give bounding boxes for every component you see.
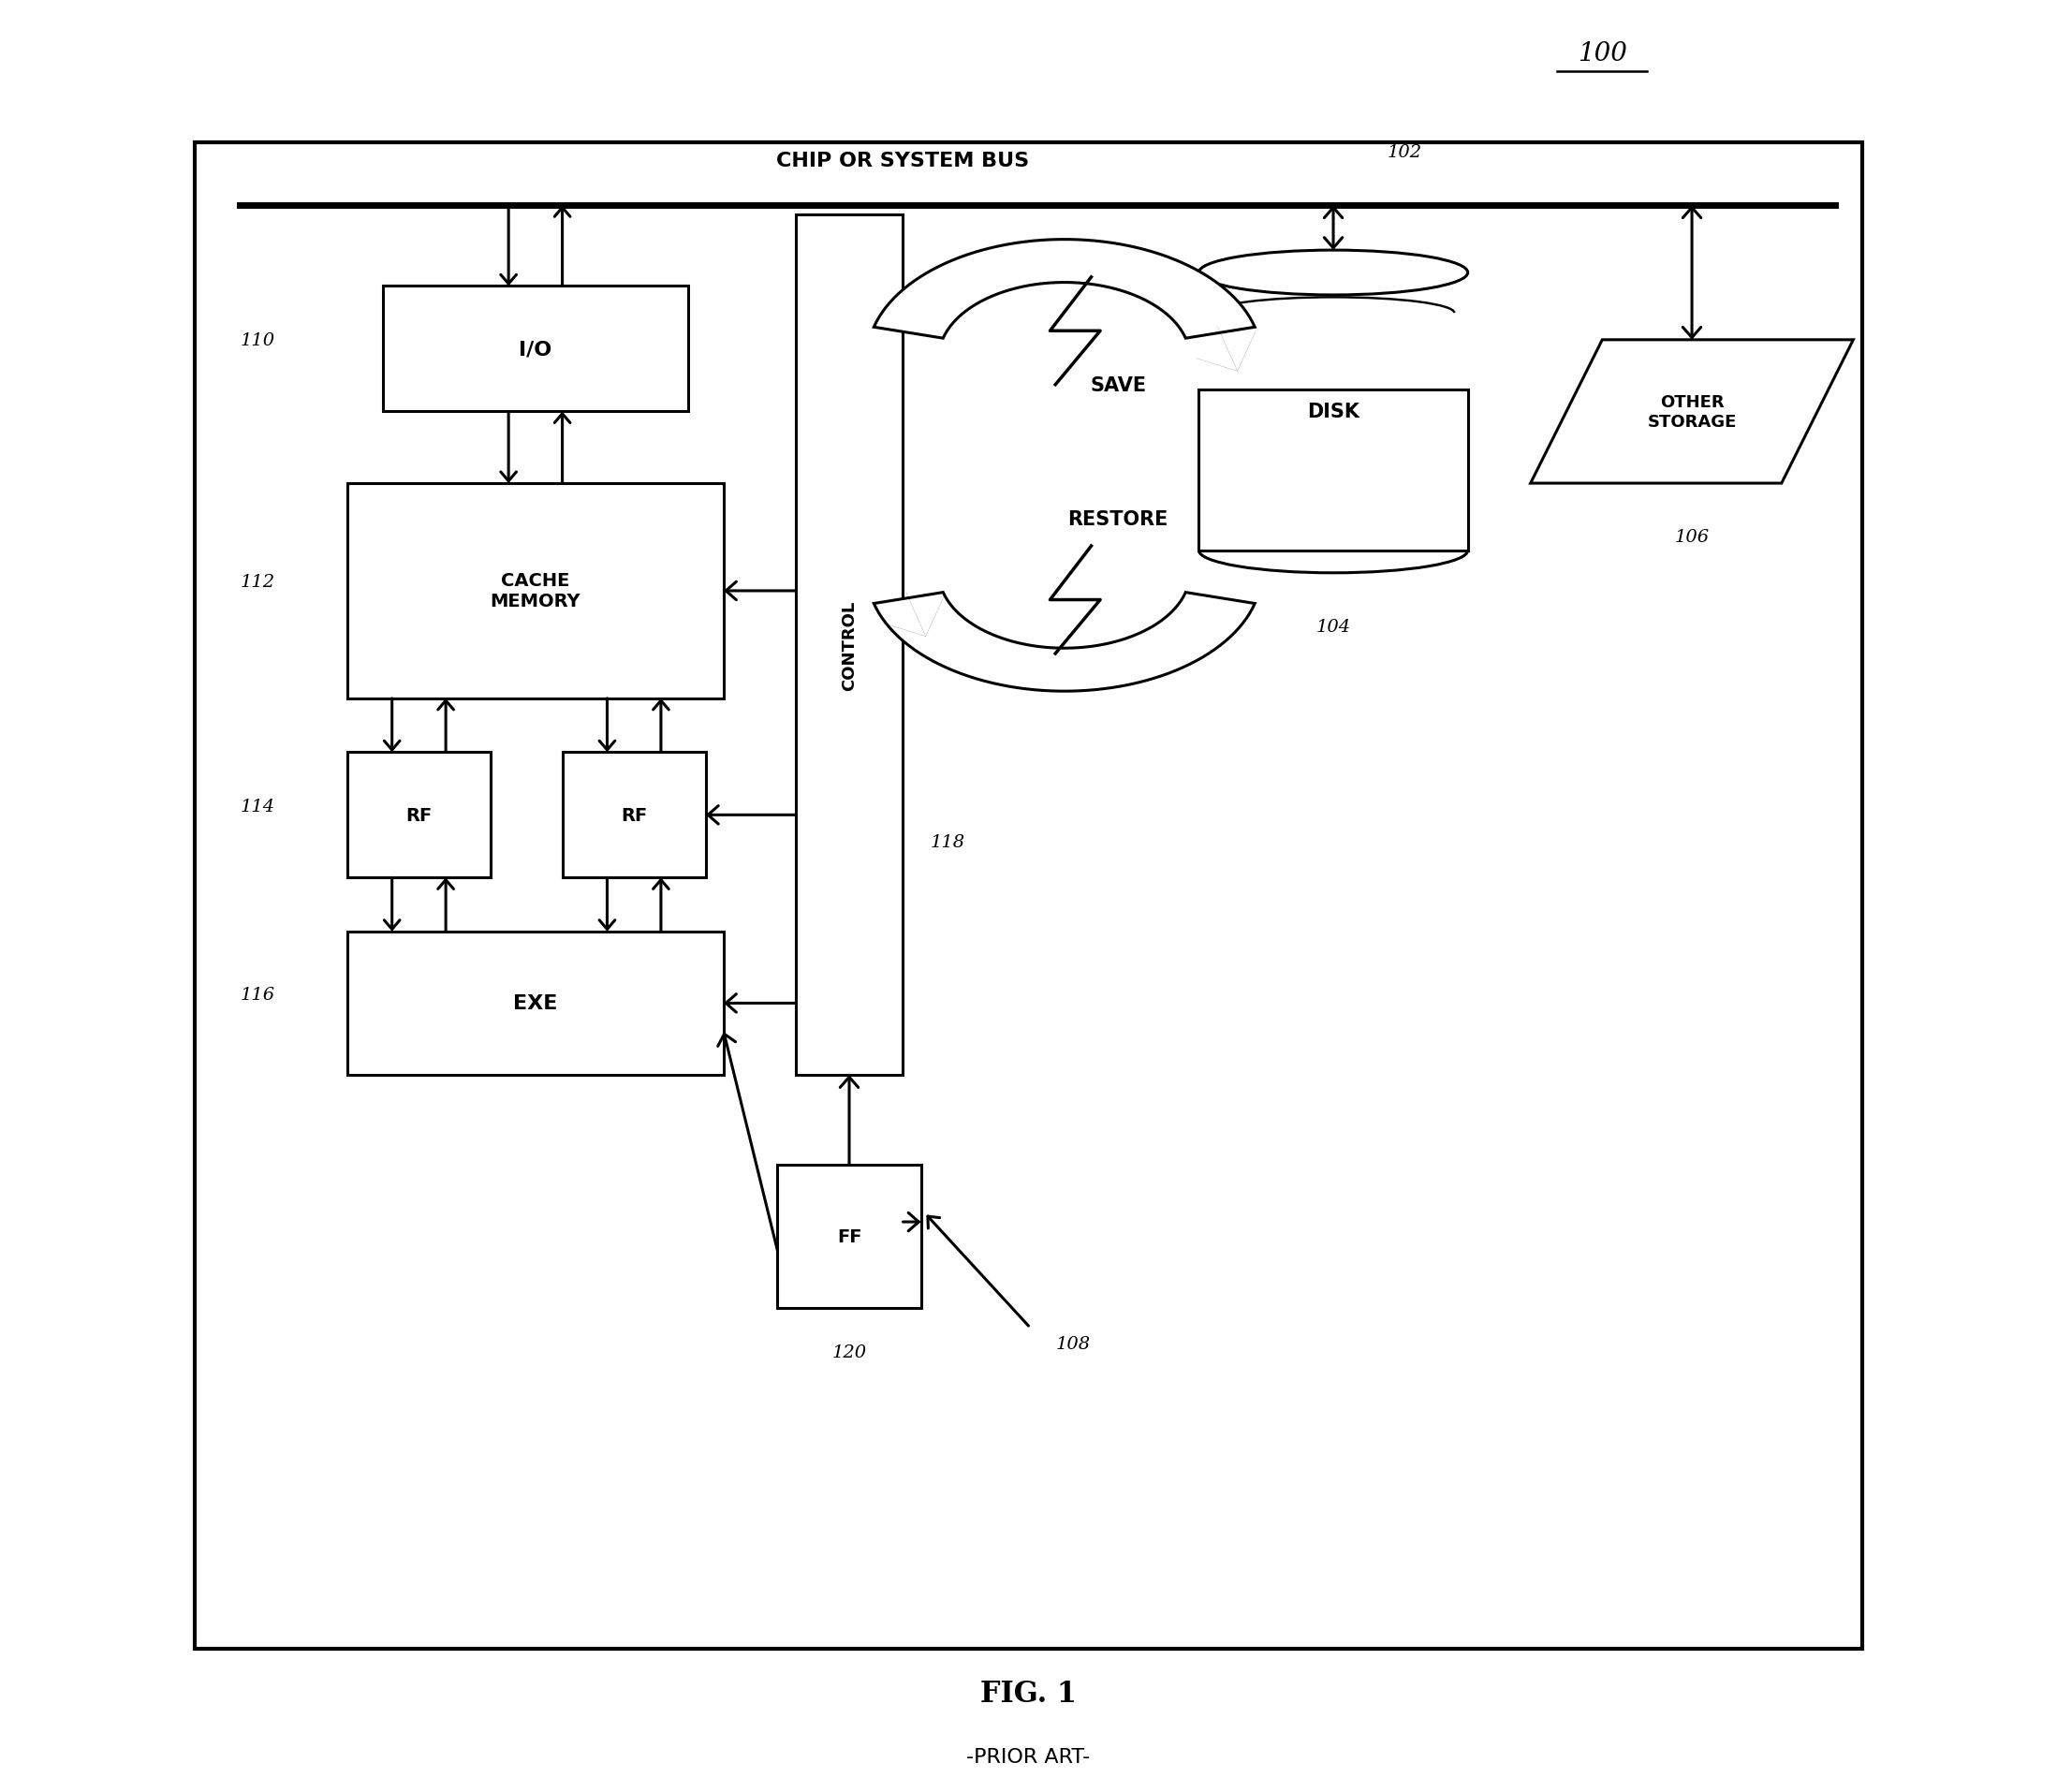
Text: -PRIOR ART-: -PRIOR ART- [967,1747,1090,1765]
Polygon shape [1530,340,1853,484]
Text: 120: 120 [831,1344,866,1360]
Text: CONTROL: CONTROL [841,600,858,690]
Text: I/O: I/O [518,340,551,358]
Text: 102: 102 [1386,145,1421,161]
Text: RF: RF [405,806,432,824]
Text: FIG. 1: FIG. 1 [981,1679,1076,1708]
Text: CACHE
MEMORY: CACHE MEMORY [490,572,580,611]
Bar [348,932,724,1075]
Text: RESTORE: RESTORE [1068,511,1168,529]
Text: EXE: EXE [514,995,557,1012]
Polygon shape [874,240,1255,339]
Text: CHIP OR SYSTEM BUS: CHIP OR SYSTEM BUS [778,152,1028,170]
Text: 106: 106 [1674,529,1709,545]
Bar [195,143,1862,1649]
Bar [562,753,706,878]
Text: 116: 116 [241,986,276,1004]
Bar [383,287,687,412]
Bar [778,1165,922,1308]
Text: 112: 112 [241,573,276,591]
Text: OTHER
STORAGE: OTHER STORAGE [1648,394,1736,430]
Text: 108: 108 [1055,1335,1090,1353]
Text: RF: RF [621,806,648,824]
Bar [348,753,492,878]
Text: 104: 104 [1316,618,1351,634]
Text: 110: 110 [241,332,276,349]
Polygon shape [874,593,1255,692]
Bar [796,215,903,1075]
Bar [348,484,724,699]
Text: FF: FF [837,1228,862,1245]
Text: 100: 100 [1578,41,1627,66]
Text: DISK: DISK [1306,403,1360,421]
Text: 118: 118 [930,833,965,851]
Ellipse shape [1199,251,1469,296]
Text: 114: 114 [241,797,276,815]
Bar [1199,391,1469,552]
Text: SAVE: SAVE [1090,376,1146,394]
